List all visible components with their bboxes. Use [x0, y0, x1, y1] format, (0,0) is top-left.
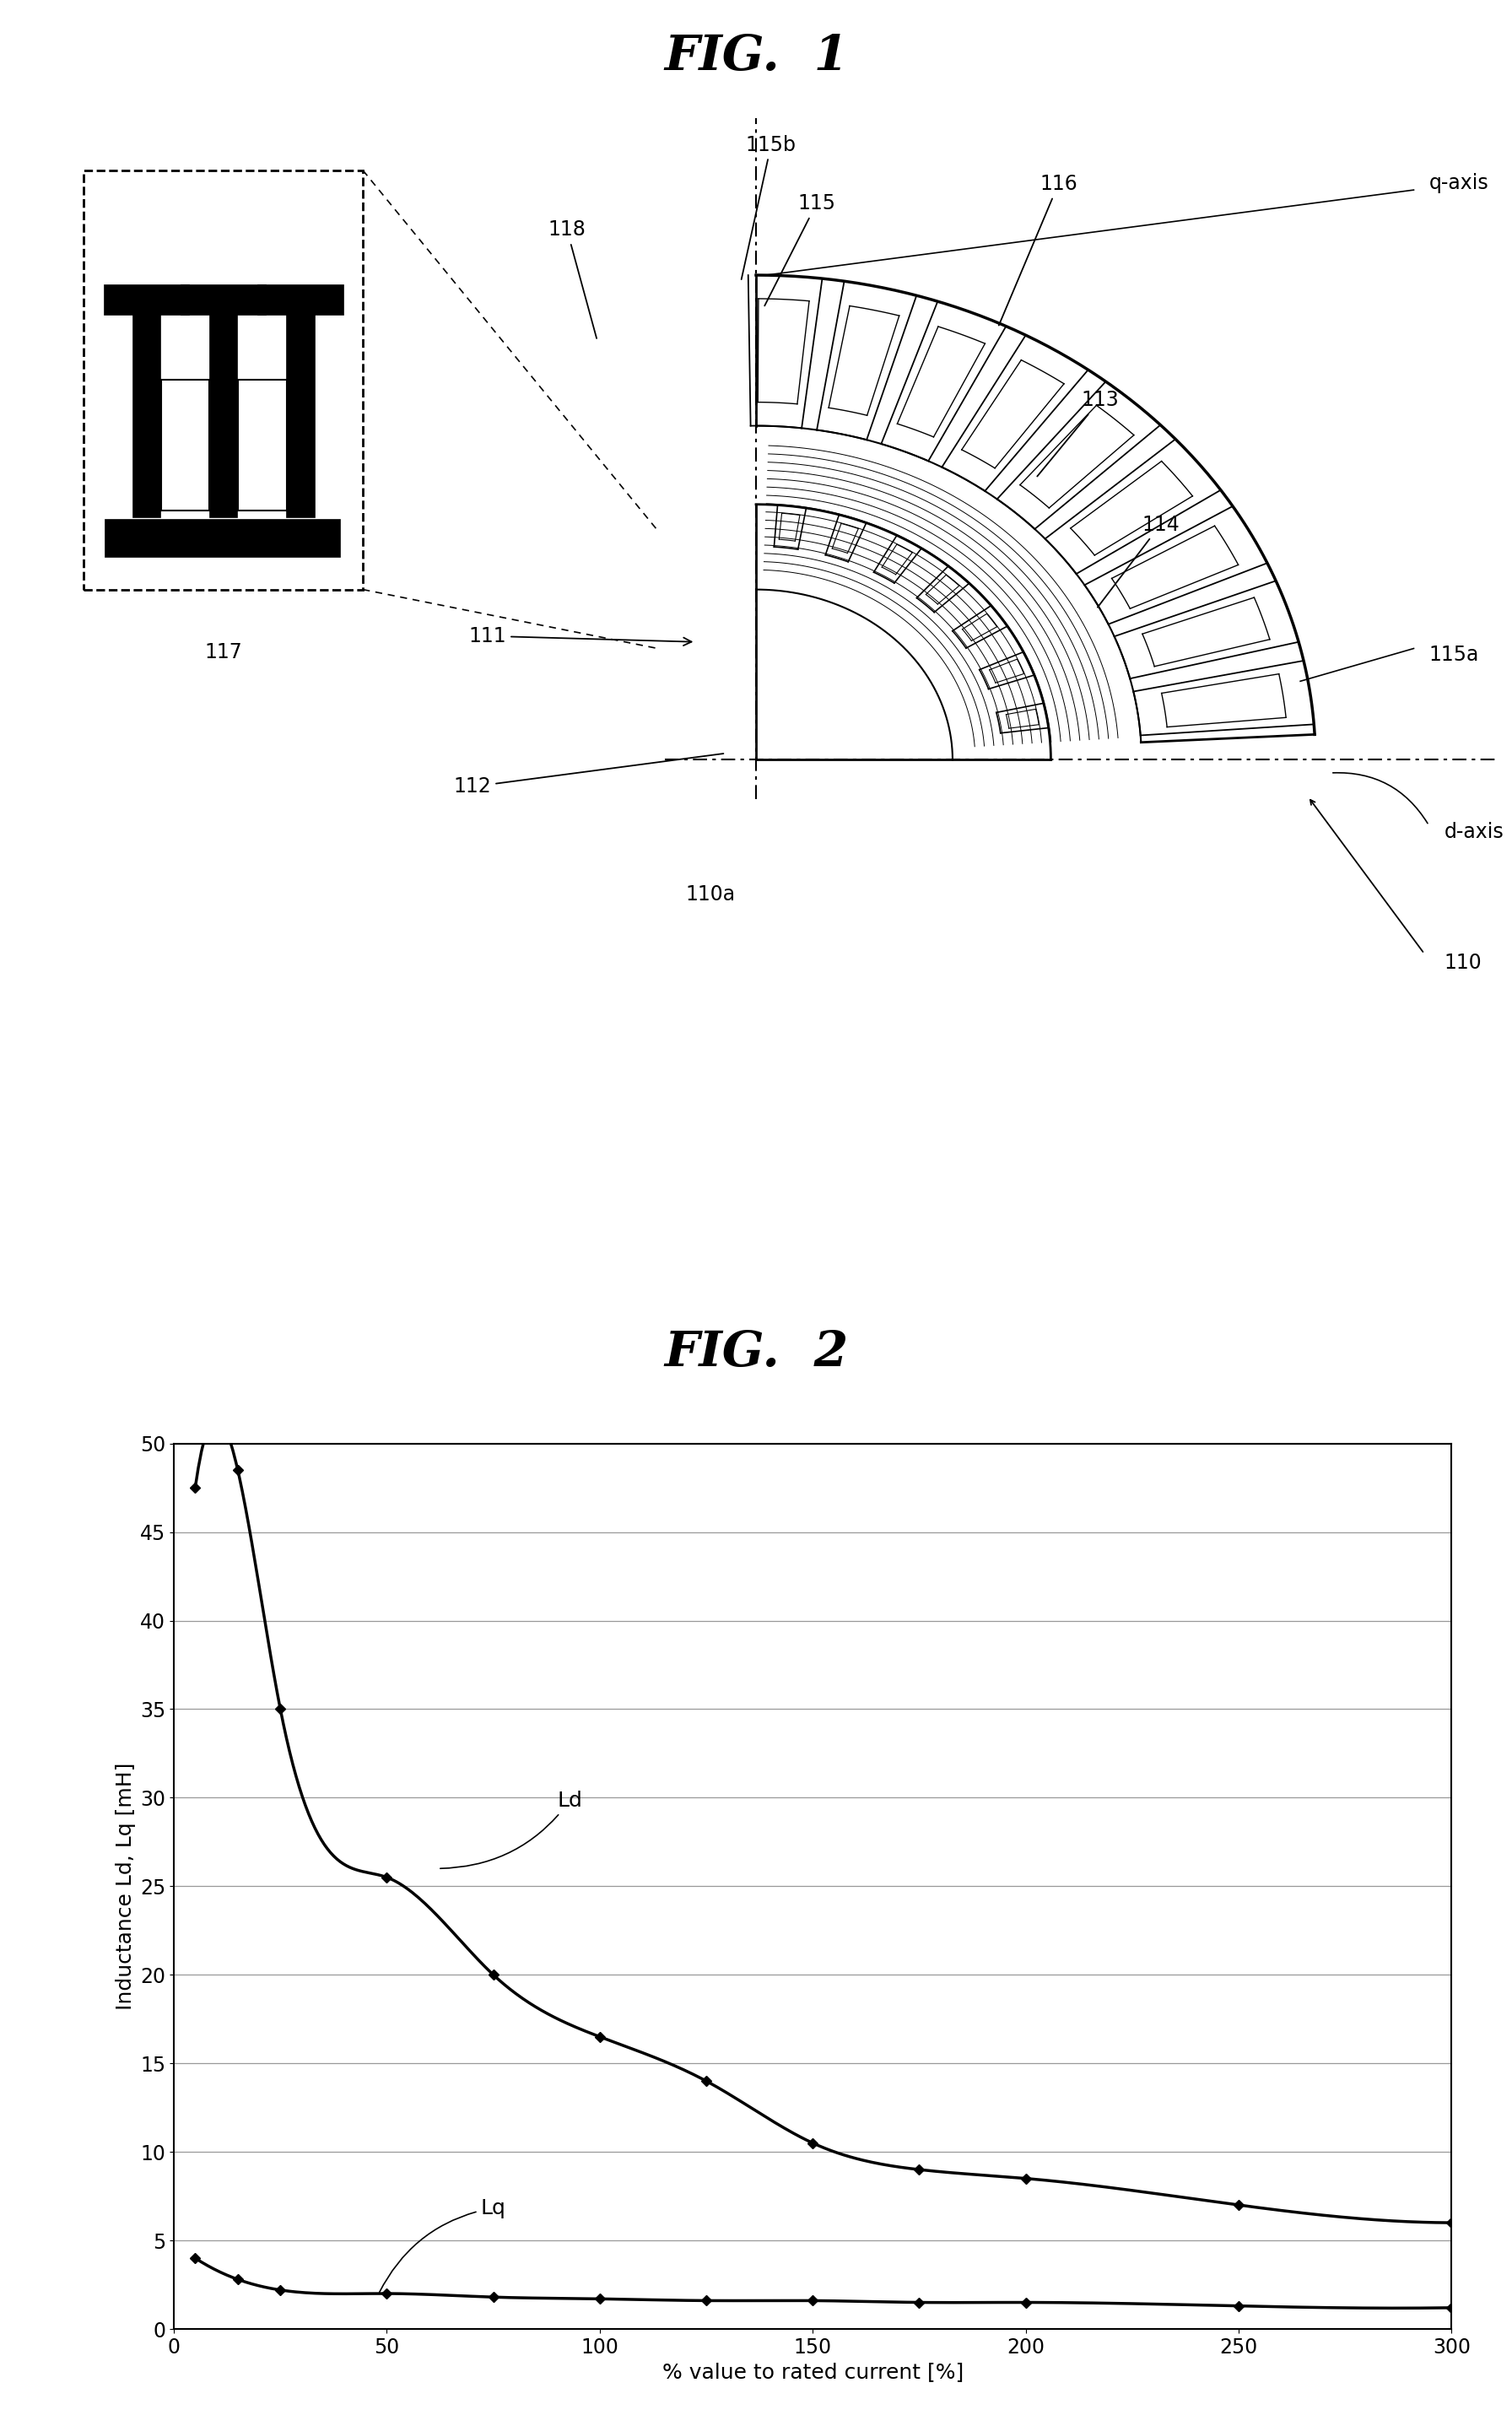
- Text: 115b: 115b: [741, 133, 797, 279]
- Text: 118: 118: [547, 221, 597, 337]
- Text: 110: 110: [1444, 953, 1482, 973]
- Text: 111: 111: [469, 626, 691, 645]
- Text: 117: 117: [204, 643, 242, 662]
- Bar: [160, 381, 210, 512]
- Bar: [210, 315, 237, 517]
- Text: FIG.  1: FIG. 1: [664, 32, 848, 80]
- Text: FIG.  2: FIG. 2: [664, 1329, 848, 1376]
- Bar: [133, 315, 160, 517]
- X-axis label: % value to rated current [%]: % value to rated current [%]: [662, 2363, 963, 2382]
- Text: 113: 113: [1037, 391, 1119, 475]
- Text: 110a: 110a: [686, 883, 735, 905]
- Text: 115: 115: [765, 194, 836, 306]
- Text: Lq: Lq: [380, 2198, 505, 2293]
- Y-axis label: Inductance Ld, Lq [mH]: Inductance Ld, Lq [mH]: [115, 1761, 136, 2011]
- Text: 112: 112: [454, 754, 723, 796]
- Bar: [259, 286, 343, 315]
- Text: d-axis: d-axis: [1444, 822, 1503, 842]
- Text: Ld: Ld: [440, 1790, 582, 1868]
- Text: q-axis: q-axis: [1429, 172, 1488, 194]
- Bar: [287, 315, 314, 517]
- Text: 114: 114: [1098, 514, 1179, 606]
- Bar: [181, 286, 266, 315]
- Text: 115a: 115a: [1429, 645, 1479, 665]
- Bar: [239, 381, 287, 512]
- FancyBboxPatch shape: [83, 170, 363, 590]
- Bar: [104, 286, 189, 315]
- Bar: [106, 519, 340, 556]
- Text: 116: 116: [999, 175, 1077, 325]
